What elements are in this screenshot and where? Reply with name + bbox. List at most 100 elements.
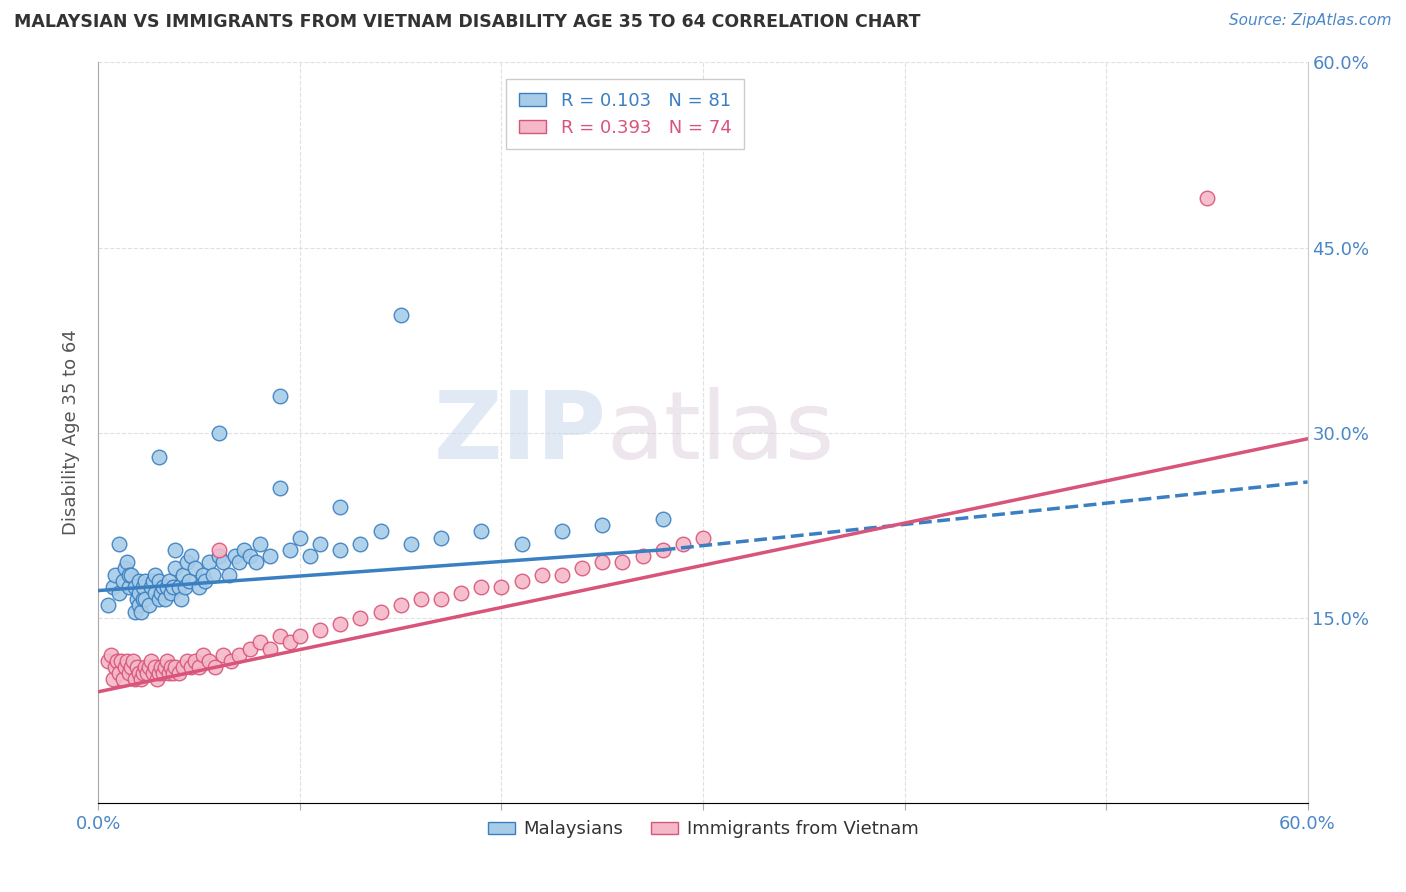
Point [124, 605, 146, 619]
Point [299, 549, 322, 563]
Point [591, 518, 613, 533]
Point [128, 666, 150, 681]
Point [278, 542, 301, 557]
Point [120, 567, 142, 582]
Point [179, 574, 201, 588]
Point [125, 660, 148, 674]
Point [239, 641, 262, 656]
Point [571, 561, 593, 575]
Point [172, 567, 194, 582]
Point [389, 309, 412, 323]
Point [349, 610, 371, 624]
Point [349, 536, 371, 550]
Point [176, 654, 198, 668]
Point [124, 580, 146, 594]
Point [118, 666, 141, 681]
Point [409, 592, 432, 607]
Point [309, 623, 332, 637]
Point [329, 542, 352, 557]
Point [101, 673, 124, 687]
Point [188, 660, 211, 674]
Point [120, 660, 142, 674]
Point [491, 580, 513, 594]
Point [148, 592, 170, 607]
Point [278, 635, 301, 649]
Point [162, 666, 184, 681]
Point [170, 592, 193, 607]
Point [138, 599, 160, 613]
Point [134, 574, 156, 588]
Point [142, 666, 165, 681]
Point [132, 580, 155, 594]
Point [143, 660, 166, 674]
Point [146, 673, 169, 687]
Point [309, 536, 332, 550]
Point [180, 549, 202, 563]
Point [110, 654, 132, 668]
Point [551, 524, 574, 539]
Point [510, 536, 533, 550]
Text: MALAYSIAN VS IMMIGRANTS FROM VIETNAM DISABILITY AGE 35 TO 64 CORRELATION CHART: MALAYSIAN VS IMMIGRANTS FROM VIETNAM DIS… [14, 13, 921, 31]
Point [188, 580, 211, 594]
Point [198, 654, 221, 668]
Point [156, 580, 179, 594]
Point [329, 616, 352, 631]
Point [651, 542, 673, 557]
Point [111, 574, 134, 588]
Point [651, 512, 673, 526]
Point [132, 592, 155, 607]
Point [194, 574, 217, 588]
Point [135, 666, 157, 681]
Point [259, 641, 281, 656]
Point [121, 654, 143, 668]
Point [107, 586, 129, 600]
Point [157, 666, 180, 681]
Point [128, 586, 150, 600]
Point [184, 654, 207, 668]
Point [163, 542, 186, 557]
Text: ZIP: ZIP [433, 386, 606, 479]
Point [149, 586, 172, 600]
Point [167, 666, 190, 681]
Legend: Malaysians, Immigrants from Vietnam: Malaysians, Immigrants from Vietnam [481, 814, 925, 846]
Point [389, 599, 412, 613]
Point [245, 555, 267, 569]
Point [221, 654, 243, 668]
Point [163, 660, 186, 674]
Point [138, 660, 160, 674]
Point [430, 592, 453, 607]
Point [269, 481, 291, 495]
Y-axis label: Disability Age 35 to 64: Disability Age 35 to 64 [62, 330, 80, 535]
Point [105, 654, 128, 668]
Point [152, 666, 174, 681]
Point [148, 450, 170, 465]
Point [115, 555, 138, 569]
Point [114, 660, 136, 674]
Point [172, 660, 194, 674]
Point [139, 654, 162, 668]
Point [430, 531, 453, 545]
Point [612, 555, 634, 569]
Point [288, 531, 311, 545]
Point [370, 605, 392, 619]
Point [125, 592, 148, 607]
Point [107, 666, 129, 681]
Point [100, 648, 122, 662]
Point [224, 549, 246, 563]
Point [269, 388, 291, 402]
Point [591, 555, 613, 569]
Point [176, 555, 198, 569]
Point [228, 555, 250, 569]
Point [510, 574, 533, 588]
Point [174, 580, 197, 594]
Point [167, 580, 190, 594]
Point [1195, 191, 1218, 205]
Point [152, 580, 174, 594]
Point [180, 660, 202, 674]
Point [631, 549, 654, 563]
Point [114, 561, 136, 575]
Point [107, 536, 129, 550]
Point [232, 542, 254, 557]
Point [288, 629, 311, 643]
Point [193, 567, 215, 582]
